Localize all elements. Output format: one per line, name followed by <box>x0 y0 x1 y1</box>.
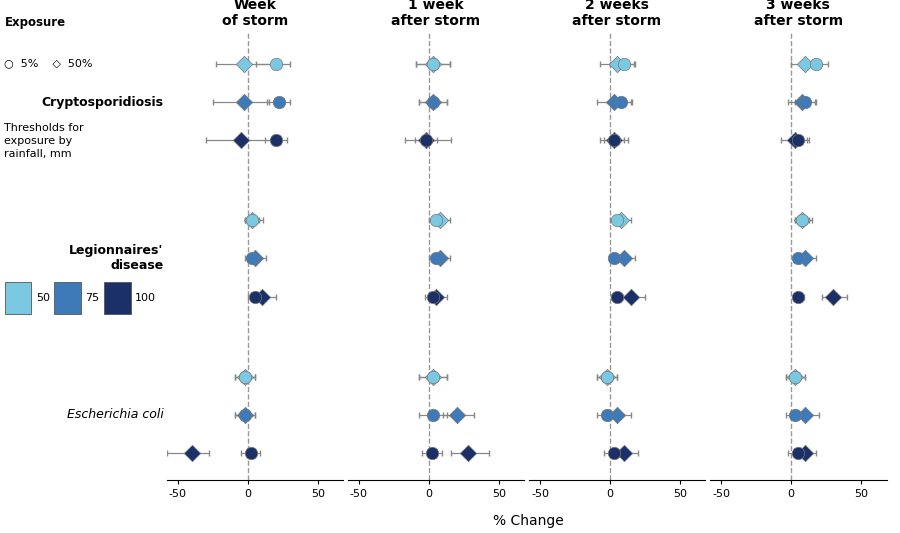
Point <box>788 410 803 419</box>
Point <box>428 216 443 224</box>
Point <box>255 293 269 301</box>
Point <box>608 449 622 457</box>
Point <box>600 372 615 381</box>
Point <box>238 410 252 419</box>
Point <box>798 410 813 419</box>
Point <box>426 372 440 381</box>
Point <box>798 254 813 263</box>
Point <box>418 136 433 145</box>
Point <box>243 449 257 457</box>
Point <box>791 449 806 457</box>
Text: ○  5%    ◇  50%: ○ 5% ◇ 50% <box>4 59 93 69</box>
Point <box>426 60 440 68</box>
Point <box>238 410 252 419</box>
Point <box>245 216 259 224</box>
Point <box>600 410 615 419</box>
Point <box>788 136 803 145</box>
Text: Escherichia coli: Escherichia coli <box>67 408 164 421</box>
Point <box>234 136 248 145</box>
Text: 75: 75 <box>86 294 100 303</box>
Point <box>418 136 433 145</box>
Point <box>600 372 615 381</box>
Point <box>426 410 440 419</box>
Point <box>608 136 622 145</box>
Text: Thresholds for
exposure by
rainfall, mm: Thresholds for exposure by rainfall, mm <box>4 123 84 159</box>
Point <box>425 449 439 457</box>
Point <box>426 372 440 381</box>
Point <box>610 293 625 301</box>
Point <box>826 293 841 301</box>
Point <box>798 98 813 107</box>
Point <box>798 60 813 68</box>
Point <box>433 216 447 224</box>
Point <box>791 293 806 301</box>
Title: Week
of storm: Week of storm <box>221 0 288 28</box>
Text: Legionnaires'
disease: Legionnaires' disease <box>69 245 164 272</box>
Point <box>237 60 251 68</box>
Point <box>237 98 251 107</box>
Point <box>245 216 259 224</box>
Point <box>616 60 631 68</box>
Point <box>248 293 262 301</box>
Point <box>791 136 806 145</box>
Point <box>616 254 631 263</box>
Point <box>798 449 813 457</box>
Point <box>796 98 810 107</box>
Point <box>426 98 440 107</box>
Point <box>614 98 628 107</box>
Point <box>245 254 259 263</box>
Title: 2 weeks
after storm: 2 weeks after storm <box>572 0 662 28</box>
Point <box>788 372 803 381</box>
Point <box>238 372 252 381</box>
Text: 50: 50 <box>36 294 50 303</box>
Point <box>433 254 447 263</box>
Point <box>788 372 803 381</box>
Point <box>461 449 475 457</box>
Point <box>610 410 625 419</box>
Point <box>616 449 631 457</box>
Title: 3 weeks
after storm: 3 weeks after storm <box>753 0 842 28</box>
Point <box>426 60 440 68</box>
Text: Cryptosporidiosis: Cryptosporidiosis <box>41 95 164 109</box>
Point <box>624 293 638 301</box>
Point <box>610 60 625 68</box>
Point <box>426 98 440 107</box>
Point <box>610 216 625 224</box>
Point <box>796 216 810 224</box>
Text: % Change: % Change <box>493 514 564 528</box>
Point <box>608 98 622 107</box>
Point <box>608 254 622 263</box>
Point <box>796 216 810 224</box>
Point <box>450 410 464 419</box>
Point <box>184 449 199 457</box>
Point <box>238 372 252 381</box>
Point <box>272 98 286 107</box>
Point <box>268 136 283 145</box>
Point <box>809 60 824 68</box>
Point <box>428 293 443 301</box>
Point <box>428 254 443 263</box>
Point <box>608 136 622 145</box>
Title: 1 week
after storm: 1 week after storm <box>392 0 481 28</box>
Point <box>268 60 283 68</box>
Point <box>248 254 262 263</box>
Text: Exposure: Exposure <box>4 16 66 29</box>
Text: 100: 100 <box>135 294 156 303</box>
Point <box>791 254 806 263</box>
Point <box>426 293 440 301</box>
Point <box>614 216 628 224</box>
